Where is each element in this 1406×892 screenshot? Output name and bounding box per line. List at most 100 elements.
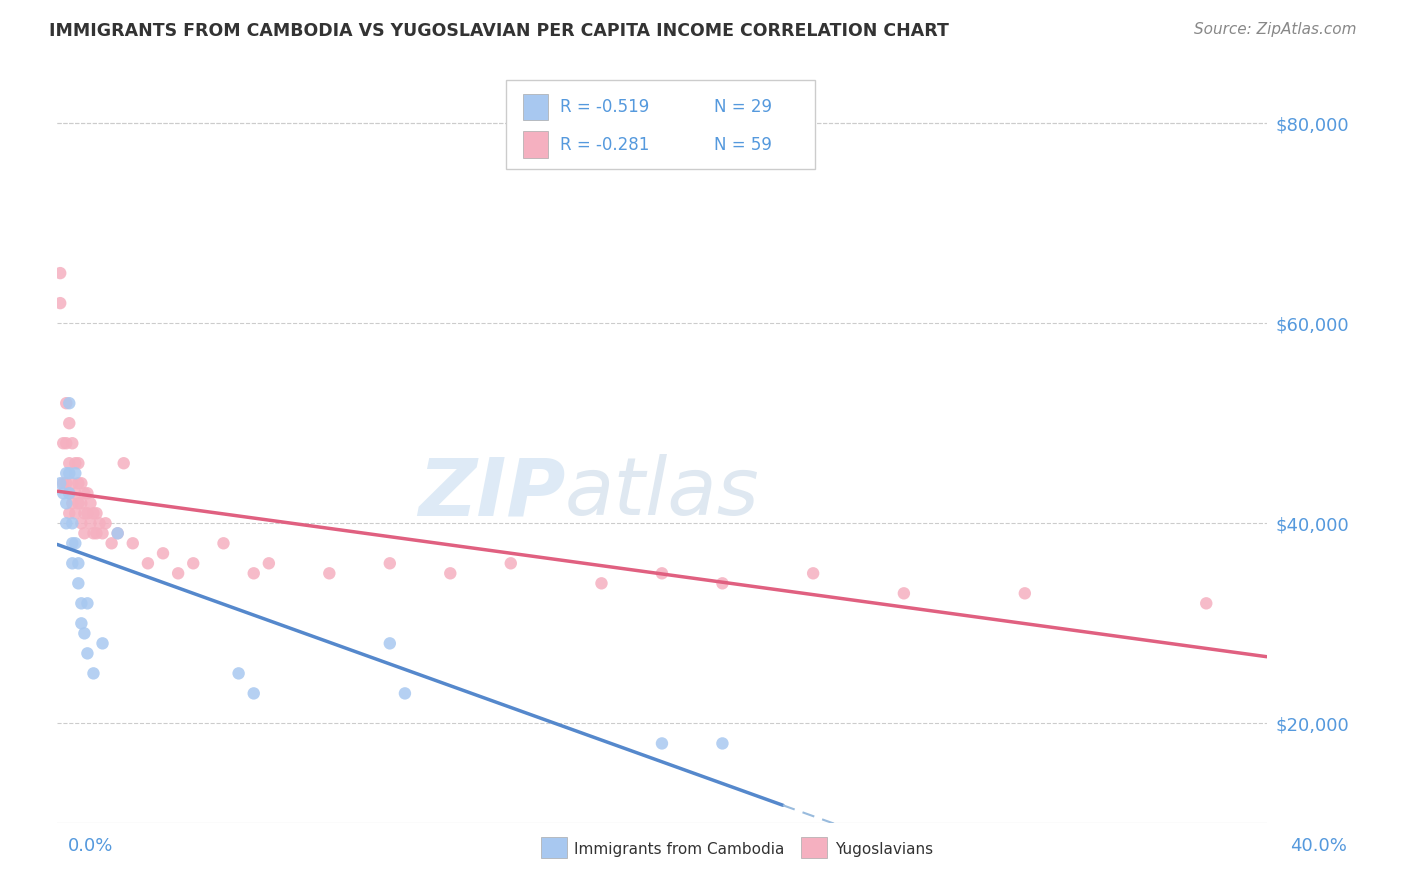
Point <box>60 557 83 571</box>
Point <box>136 557 159 571</box>
Point <box>73 526 96 541</box>
Point <box>79 496 101 510</box>
Point <box>58 456 80 470</box>
Point <box>49 476 72 491</box>
Point <box>100 536 122 550</box>
Point <box>55 467 77 481</box>
Point <box>55 396 77 410</box>
Point <box>801 566 824 581</box>
Point <box>257 557 280 571</box>
Point <box>242 566 264 581</box>
Point <box>1195 596 1218 610</box>
Point <box>152 546 174 560</box>
Point <box>60 516 83 531</box>
Point <box>91 636 114 650</box>
Point <box>67 576 90 591</box>
Point <box>394 686 416 700</box>
Point <box>70 596 93 610</box>
Point <box>107 526 129 541</box>
Point <box>228 666 250 681</box>
Point <box>67 496 90 510</box>
Point <box>76 596 98 610</box>
Point <box>242 686 264 700</box>
Point <box>711 736 734 750</box>
Point <box>711 576 734 591</box>
Point <box>378 557 401 571</box>
Point <box>52 476 75 491</box>
Point <box>94 516 117 531</box>
Point <box>58 467 80 481</box>
Point <box>52 486 75 500</box>
Point <box>1014 586 1036 600</box>
Text: Source: ZipAtlas.com: Source: ZipAtlas.com <box>1194 22 1357 37</box>
Point <box>58 506 80 520</box>
Point <box>76 506 98 520</box>
Point <box>73 506 96 520</box>
Point <box>76 486 98 500</box>
Point <box>76 646 98 660</box>
Point <box>58 416 80 430</box>
Point <box>212 536 235 550</box>
Point <box>651 736 673 750</box>
Point <box>107 526 129 541</box>
Point <box>58 396 80 410</box>
Point <box>73 626 96 640</box>
Point <box>52 436 75 450</box>
Point <box>67 476 90 491</box>
Point <box>60 496 83 510</box>
Point <box>70 476 93 491</box>
Point <box>65 506 87 520</box>
Point <box>55 496 77 510</box>
Point <box>58 486 80 500</box>
Text: R = -0.519: R = -0.519 <box>560 98 648 116</box>
Point <box>73 486 96 500</box>
Text: Yugoslavians: Yugoslavians <box>835 842 934 856</box>
Point <box>49 266 72 280</box>
Point <box>65 467 87 481</box>
Point <box>65 456 87 470</box>
Text: IMMIGRANTS FROM CAMBODIA VS YUGOSLAVIAN PER CAPITA INCOME CORRELATION CHART: IMMIGRANTS FROM CAMBODIA VS YUGOSLAVIAN … <box>49 22 949 40</box>
Point <box>499 557 522 571</box>
Point <box>60 476 83 491</box>
Point <box>82 506 104 520</box>
Point <box>82 526 104 541</box>
Point <box>86 526 108 541</box>
Point <box>65 536 87 550</box>
Point <box>86 506 108 520</box>
Point <box>591 576 613 591</box>
Point <box>439 566 461 581</box>
Point <box>67 456 90 470</box>
Point <box>70 616 93 631</box>
Point <box>70 516 93 531</box>
Point <box>181 557 204 571</box>
Text: 0.0%: 0.0% <box>67 837 112 855</box>
Point <box>318 566 340 581</box>
Point <box>70 496 93 510</box>
Point <box>167 566 190 581</box>
Text: N = 29: N = 29 <box>714 98 772 116</box>
Point <box>79 516 101 531</box>
Point <box>55 476 77 491</box>
Point <box>67 557 90 571</box>
Point <box>55 516 77 531</box>
Point <box>112 456 135 470</box>
Text: R = -0.281: R = -0.281 <box>560 136 650 153</box>
Point <box>49 296 72 310</box>
Point <box>82 666 104 681</box>
Point <box>55 436 77 450</box>
Text: N = 59: N = 59 <box>714 136 772 153</box>
Point <box>89 516 111 531</box>
Point <box>121 536 143 550</box>
Text: Immigrants from Cambodia: Immigrants from Cambodia <box>574 842 785 856</box>
Text: 40.0%: 40.0% <box>1291 837 1347 855</box>
Point <box>60 436 83 450</box>
Point <box>65 486 87 500</box>
Point <box>60 536 83 550</box>
Point <box>651 566 673 581</box>
Point <box>893 586 915 600</box>
Text: atlas: atlas <box>565 454 761 533</box>
Point <box>58 486 80 500</box>
Text: ZIP: ZIP <box>418 454 565 533</box>
Point <box>378 636 401 650</box>
Point <box>91 526 114 541</box>
